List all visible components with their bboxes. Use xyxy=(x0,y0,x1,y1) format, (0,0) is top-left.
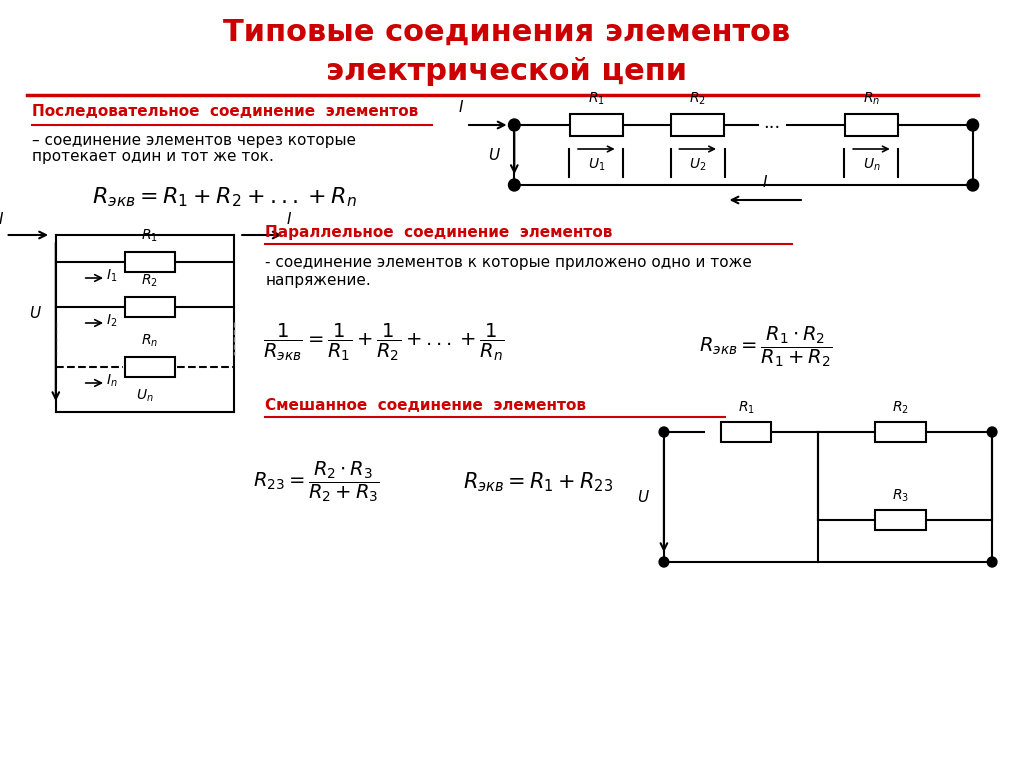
Text: $R_2$: $R_2$ xyxy=(141,272,159,289)
Text: $I_n$: $I_n$ xyxy=(105,373,118,390)
Text: $U_n$: $U_n$ xyxy=(136,387,154,404)
Circle shape xyxy=(967,179,979,191)
Text: $I$: $I$ xyxy=(1023,99,1024,115)
Text: $U$: $U$ xyxy=(637,489,649,505)
Text: протекает один и тот же ток.: протекает один и тот же ток. xyxy=(32,150,273,164)
Text: Параллельное  соединение  элементов: Параллельное соединение элементов xyxy=(265,225,612,239)
Text: $U_2$: $U_2$ xyxy=(689,156,707,173)
Text: Смешанное  соединение  элементов: Смешанное соединение элементов xyxy=(265,397,587,413)
Circle shape xyxy=(659,427,669,437)
Text: электрической цепи: электрической цепи xyxy=(326,58,687,87)
Circle shape xyxy=(987,557,997,567)
Text: $R_{\mathit{экв}} = R_1 + R_2 + ... + R_n$: $R_{\mathit{экв}} = R_1 + R_2 + ... + R_… xyxy=(92,185,357,209)
Text: ...: ... xyxy=(764,114,780,132)
Text: - соединение элементов к которые приложено одно и тоже: - соединение элементов к которые приложе… xyxy=(265,255,752,269)
Text: $R_{23} = \dfrac{R_2 \cdot R_3}{R_2 + R_3}$: $R_{23} = \dfrac{R_2 \cdot R_3}{R_2 + R_… xyxy=(253,459,380,505)
Circle shape xyxy=(509,179,520,191)
Text: $R_{\mathit{экв}} = \dfrac{R_1 \cdot R_2}{R_1 + R_2}$: $R_{\mathit{экв}} = \dfrac{R_1 \cdot R_2… xyxy=(698,324,831,370)
Bar xyxy=(721,422,771,442)
Text: $U$: $U$ xyxy=(30,305,42,321)
Text: $R_2$: $R_2$ xyxy=(892,400,909,416)
Text: $R_1$: $R_1$ xyxy=(588,91,605,107)
Text: $R_{\mathit{экв}} = R_1 + R_{23}$: $R_{\mathit{экв}} = R_1 + R_{23}$ xyxy=(464,470,613,494)
Text: Типовые соединения элементов: Типовые соединения элементов xyxy=(223,18,791,47)
Text: $R_n$: $R_n$ xyxy=(863,91,880,107)
Text: $I$: $I$ xyxy=(458,99,464,115)
Circle shape xyxy=(509,119,520,131)
Bar xyxy=(845,114,898,136)
Bar xyxy=(671,114,724,136)
Text: $I$: $I$ xyxy=(287,211,293,227)
Text: $R_1$: $R_1$ xyxy=(141,228,159,244)
Circle shape xyxy=(659,557,669,567)
Bar xyxy=(125,357,175,377)
Bar xyxy=(876,510,926,530)
Bar xyxy=(125,297,175,317)
Text: $U_1$: $U_1$ xyxy=(588,156,605,173)
Circle shape xyxy=(967,119,979,131)
Text: $R_1$: $R_1$ xyxy=(737,400,755,416)
Circle shape xyxy=(987,427,997,437)
Text: $\dfrac{1}{R_{\mathit{экв}}} = \dfrac{1}{R_1} + \dfrac{1}{R_2} + ... + \dfrac{1}: $\dfrac{1}{R_{\mathit{экв}}} = \dfrac{1}… xyxy=(263,321,505,363)
Text: $I_1$: $I_1$ xyxy=(105,268,118,285)
Text: $R_n$: $R_n$ xyxy=(141,333,159,349)
Text: $U_n$: $U_n$ xyxy=(862,156,881,173)
Text: напряжение.: напряжение. xyxy=(265,272,371,288)
Text: $R_2$: $R_2$ xyxy=(689,91,707,107)
Bar xyxy=(125,252,175,272)
Text: $I$: $I$ xyxy=(0,211,4,227)
Text: – соединение элементов через которые: – соединение элементов через которые xyxy=(32,133,355,149)
Text: $R_3$: $R_3$ xyxy=(892,488,909,504)
Bar xyxy=(569,114,623,136)
Text: $U$: $U$ xyxy=(487,147,501,163)
Bar xyxy=(876,422,926,442)
Text: $I$: $I$ xyxy=(762,174,768,190)
Text: Последовательное  соединение  элементов: Последовательное соединение элементов xyxy=(32,104,418,120)
Text: $I_2$: $I_2$ xyxy=(105,313,118,329)
